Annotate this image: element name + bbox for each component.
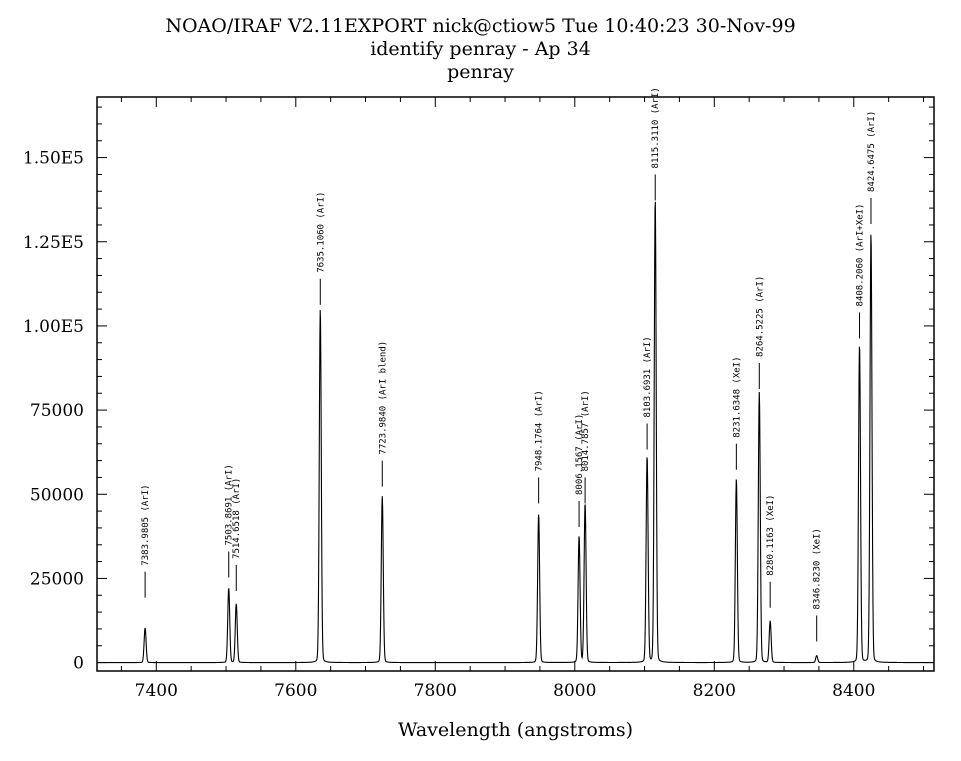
chart-subtitle: identify penray - Ap 34: [370, 38, 591, 60]
line-id-label: 8424.6475 (ArI): [867, 111, 877, 192]
y-tick-label: 25000: [30, 569, 84, 589]
chart-object-name: penray: [447, 61, 514, 83]
y-axis: 0 25000 50000 75000 1.00E5 1.25E5 1.50E5: [23, 106, 934, 674]
line-id-label: 8280.1163 (XeI): [766, 495, 776, 576]
chart-title: NOAO/IRAF V2.11EXPORT nick@ctiow5 Tue 10…: [165, 15, 796, 37]
y-tick-label: 75000: [30, 401, 84, 421]
x-tick-label: 7400: [135, 681, 178, 701]
line-id-label: 8231.6348 (XeI): [732, 356, 742, 437]
line-id-label: 8014.7857 (ArI): [581, 390, 591, 471]
line-id-label: 7383.9805 (ArI): [141, 484, 151, 565]
line-id-label: 7514.6518 (ArI): [232, 478, 242, 559]
line-id-label: 8115.3110 (ArI): [651, 87, 661, 168]
y-tick-label: 50000: [30, 485, 84, 505]
x-tick-label: 7600: [274, 681, 317, 701]
line-id-label: 8346.8230 (XeI): [813, 528, 823, 609]
x-tick-label: 8200: [693, 681, 736, 701]
y-tick-label: 1.25E5: [23, 233, 84, 253]
line-id-label: 8006.1567 (ArI): [575, 414, 585, 495]
spectrum-line: [97, 201, 934, 664]
x-axis-label: Wavelength (angstroms): [398, 719, 633, 741]
line-id-label: 7635.1060 (ArI): [316, 192, 326, 273]
x-tick-label: 7800: [414, 681, 457, 701]
line-id-label: 7723.9840 (ArI blend): [378, 341, 388, 455]
line-id-label: 8264.5225 (ArI): [755, 276, 765, 357]
line-id-label: 8103.6931 (ArI): [643, 336, 653, 417]
x-tick-label: 8400: [832, 681, 875, 701]
line-id-label: 7503.8691 (ArI): [225, 464, 235, 545]
y-tick-label: 1.50E5: [23, 149, 84, 169]
line-id-label: 7948.1764 (ArI): [535, 390, 545, 471]
line-id-label: 8408.2060 (ArI+XeI): [856, 204, 866, 307]
y-tick-label: 0: [73, 654, 84, 674]
x-axis: 7400 7600 7800 8000 8200 8400: [120, 97, 925, 701]
x-tick-label: 8000: [553, 681, 596, 701]
plot-frame: [96, 96, 935, 672]
y-tick-label: 1.00E5: [23, 317, 84, 337]
line-identifications: 7383.9805 (ArI) 7503.8691 (ArI)7514.6518 …: [141, 87, 877, 642]
